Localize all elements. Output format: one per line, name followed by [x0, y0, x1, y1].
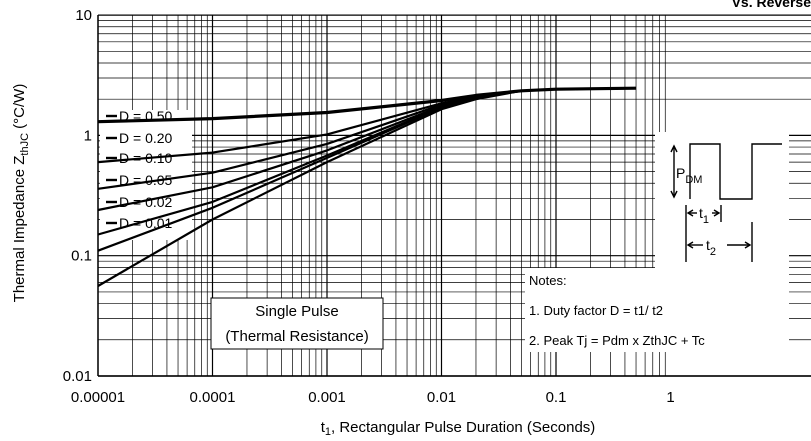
pulse-waveform [689, 143, 782, 200]
x-tick-label: 0.1 [546, 389, 567, 406]
chart-title: Vs. Reverse [732, 0, 811, 10]
t2-arrow-head-left [686, 241, 694, 249]
plot-frame [97, 15, 811, 377]
curve-label: D = 0.02 [119, 194, 173, 210]
pulse-diagram-box [655, 132, 789, 268]
y-tick-label: 0.01 [63, 368, 92, 385]
t2-label: t2 [706, 237, 716, 258]
y-tick-label: 10 [75, 7, 92, 24]
y-tick-label: 1 [84, 127, 92, 144]
curve-labels-box [100, 110, 192, 240]
curve-label: D = 0.01 [119, 215, 173, 231]
curve-label: D = 0.50 [119, 108, 173, 124]
t1-arrow-head-left [686, 209, 694, 217]
x-tick-label: 0.00001 [71, 389, 125, 406]
x-tick-label: 0.01 [427, 389, 456, 406]
pdm-arrow-head-top [670, 144, 678, 153]
x-tick-label: 0.001 [308, 389, 346, 406]
pdm-arrow-head-bottom [670, 190, 678, 199]
x-tick-label: 0.0001 [190, 389, 236, 406]
y-axis-label: Thermal Impedance ZthJC (°C/W) [11, 84, 31, 303]
note-1: 1. Duty factor D = t1/ t2 [529, 303, 663, 318]
single-pulse-box [210, 297, 384, 350]
pdm-label: PDM [676, 165, 702, 186]
t2-arrow-head-right [744, 241, 752, 249]
annotation-boxes [100, 110, 789, 352]
tick-labels: 0.00001 0.0001 0.001 0.01 0.1 1 0.01 0.1 1 10 [63, 7, 675, 406]
y-tick-label: 0.1 [71, 248, 92, 265]
t1-label: t1 [699, 205, 709, 226]
x-axis-label: t1, Rectangular Pulse Duration (Seconds) [321, 419, 596, 438]
pulse-waveform-diagram [670, 143, 782, 262]
curve-label: D = 0.20 [119, 130, 173, 146]
series-group [97, 86, 637, 287]
x-tick-label: 1 [666, 389, 674, 406]
notes-box [525, 268, 789, 352]
notes-title: Notes: [529, 273, 567, 288]
t1-arrow-head-right [713, 209, 721, 217]
curve-label: D = 0.10 [119, 150, 173, 166]
series-line-single-pulse [97, 87, 637, 287]
thermal-resistance-label: (Thermal Resistance) [225, 328, 368, 345]
curve-label-group: D = 0.50 D = 0.20 D = 0.10 D = 0.05 D = 0.02… [106, 108, 173, 231]
curve-label: D = 0.05 [119, 172, 173, 188]
single-pulse-label: Single Pulse [255, 303, 338, 320]
note-2: 2. Peak Tj = Pdm x ZthJC + Tc [529, 333, 705, 348]
